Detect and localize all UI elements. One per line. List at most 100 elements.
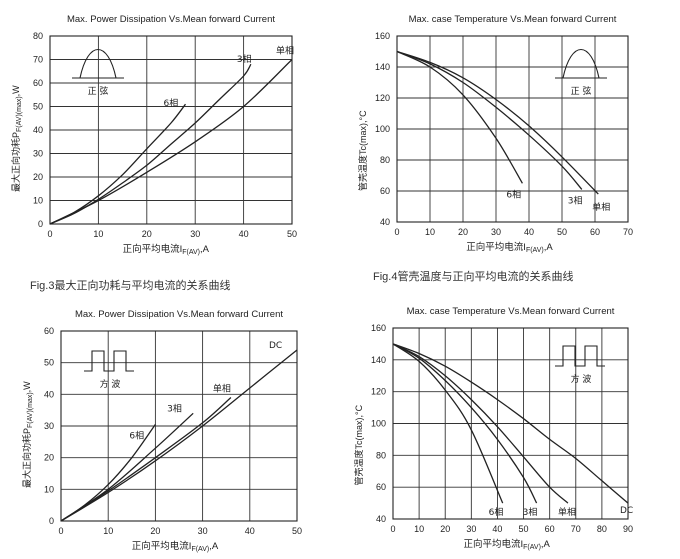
chart-2: 0 10 20 30 40 50 60 70 40 60 80 100 120 140 160 Max. ca…: [357, 14, 633, 254]
half-sine-wave-icon: [562, 48, 600, 79]
x-tick-label: 60: [545, 524, 555, 534]
x-tick-label: 0: [58, 526, 63, 536]
x-tick-label: 90: [623, 524, 633, 534]
y-tick-label: 10: [33, 196, 43, 206]
x-tick-label: 80: [597, 524, 607, 534]
x-tick-label: 40: [245, 526, 255, 536]
fig3-caption: Fig.3最大正向功耗与平均电流的关系曲线: [30, 280, 231, 292]
y-tick-label: 30: [44, 421, 54, 431]
y-tick-label: 160: [375, 31, 390, 41]
x-tick-label: 20: [458, 227, 468, 237]
y-tick-label: 100: [371, 419, 386, 429]
inset-label: 正 弦: [571, 85, 592, 97]
y-tick-label: 160: [371, 323, 386, 333]
x-tick-label: 40: [239, 229, 249, 239]
series-line: [396, 50, 523, 184]
chart-3: 0 10 20 30 40 50 0 10 20 30 40 50 60 Max. Power Dissi…: [21, 309, 302, 553]
y-tick-label: 60: [376, 482, 386, 492]
series-label: DC: [269, 341, 282, 351]
x-axis-label: 正向平均电流IF(AV),A: [123, 243, 210, 256]
x-axis-label: 正向平均电流IF(AV),A: [466, 241, 553, 254]
series-label: 3相: [167, 402, 182, 414]
series-label: 单相: [213, 383, 231, 395]
series-label: 单相: [276, 45, 294, 57]
series-label: 6相: [506, 188, 521, 200]
series-label: 单相: [592, 201, 610, 213]
series-label: 6相: [129, 429, 144, 441]
x-tick-label: 10: [93, 229, 103, 239]
x-tick-label: 0: [47, 229, 52, 239]
x-tick-label: 30: [190, 229, 200, 239]
y-axis-label: 管壳温度Tc(max),°C: [353, 404, 364, 485]
y-tick-label: 60: [380, 186, 390, 196]
series-label: 6相: [489, 506, 504, 518]
series-label: 3相: [237, 53, 252, 65]
series-label: 3相: [568, 194, 583, 206]
y-tick-label: 60: [33, 78, 43, 88]
x-tick-label: 30: [466, 524, 476, 534]
plot-frame: [392, 327, 629, 520]
x-tick-label: 10: [425, 227, 435, 237]
plot-frame: [60, 330, 298, 522]
inset-label: 正 弦: [88, 85, 109, 97]
square-wave-icon: [84, 350, 134, 372]
y-tick-label: 40: [376, 514, 386, 524]
series-line: [392, 343, 629, 504]
y-tick-label: 120: [375, 93, 390, 103]
y-tick-label: 0: [49, 516, 54, 526]
chart-title: Max. case Temperature Vs.Mean forward Cu…: [407, 306, 615, 317]
y-tick-label: 30: [33, 149, 43, 159]
y-tick-label: 0: [38, 219, 43, 229]
chart-4: 0 10 20 30 40 50 60 70 80 90 40 60 80 100 120 140 160 Max…: [353, 306, 633, 551]
y-tick-label: 20: [44, 453, 54, 463]
series-line: [49, 59, 293, 225]
x-tick-label: 40: [492, 524, 502, 534]
x-tick-label: 50: [519, 524, 529, 534]
y-tick-label: 140: [371, 355, 386, 365]
y-tick-label: 80: [376, 450, 386, 460]
x-tick-label: 0: [394, 227, 399, 237]
x-tick-label: 50: [292, 526, 302, 536]
y-tick-label: 70: [33, 55, 43, 65]
series-line: [49, 103, 187, 225]
x-tick-label: 20: [440, 524, 450, 534]
chart-1: 0 10 20 30 40 50 0 10 20 30 40 50 60 70 80 Max. Power D…: [10, 14, 297, 256]
plot-frame: [49, 35, 293, 225]
plot-frame: [396, 35, 629, 223]
series-line: [60, 412, 194, 522]
y-tick-label: 10: [44, 484, 54, 494]
y-tick-label: 40: [380, 217, 390, 227]
x-tick-label: 40: [524, 227, 534, 237]
y-tick-label: 50: [33, 102, 43, 112]
y-tick-label: 100: [375, 124, 390, 134]
y-tick-label: 80: [33, 31, 43, 41]
y-tick-label: 80: [380, 155, 390, 165]
series-label: DC: [620, 506, 633, 516]
x-tick-label: 20: [142, 229, 152, 239]
series-line: [392, 343, 538, 504]
x-tick-label: 70: [623, 227, 633, 237]
chart-title: Max. case Temperature Vs.Mean forward Cu…: [409, 14, 617, 25]
y-tick-label: 140: [375, 62, 390, 72]
y-axis-label: 最大正向功耗PF(AV)(max),W: [10, 85, 23, 192]
series-line: [60, 349, 298, 522]
x-tick-label: 70: [571, 524, 581, 534]
half-sine-wave-icon: [79, 48, 117, 79]
y-tick-label: 60: [44, 326, 54, 336]
series-line: [396, 50, 583, 190]
x-tick-label: 10: [103, 526, 113, 536]
series-line: [396, 50, 599, 195]
y-tick-label: 120: [371, 387, 386, 397]
series-line: [392, 343, 569, 504]
series-label: 6相: [164, 97, 179, 109]
y-axis-label: 最大正向功耗PF(AV)(max),W: [21, 381, 34, 488]
series-label: 3相: [523, 506, 538, 518]
chart-title: Max. Power Dissipation Vs.Mean forward C…: [75, 309, 283, 320]
series-line: [60, 397, 232, 522]
x-axis-label: 正向平均电流IF(AV),A: [464, 538, 551, 551]
x-axis-label: 正向平均电流IF(AV),A: [132, 540, 219, 553]
square-wave-icon: [555, 345, 605, 367]
series-line: [392, 343, 504, 504]
fig4-caption: Fig.4管壳温度与正向平均电流的关系曲线: [373, 271, 574, 283]
